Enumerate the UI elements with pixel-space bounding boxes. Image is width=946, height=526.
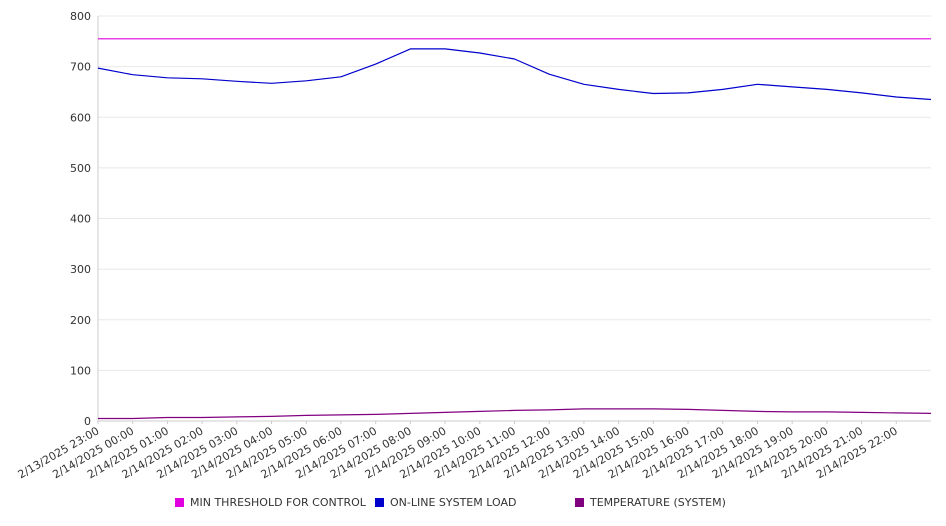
x-tick-labels: 2/13/2025 23:002/14/2025 00:002/14/2025 … <box>16 424 900 481</box>
y-tick-label: 400 <box>70 213 91 226</box>
legend-swatch <box>175 498 184 507</box>
legend-item: MIN THRESHOLD FOR CONTROL <box>175 496 366 509</box>
series-line-2 <box>98 408 932 420</box>
y-tick-label: 600 <box>70 111 91 124</box>
chart-legend: MIN THRESHOLD FOR CONTROL ON-LINE SYSTEM … <box>0 496 946 516</box>
series-line-1 <box>97 48 932 101</box>
grid-lines <box>98 15 931 422</box>
legend-label: MIN THRESHOLD FOR CONTROL <box>190 496 366 509</box>
legend-swatch <box>575 498 584 507</box>
y-tick-label: 0 <box>84 415 91 428</box>
y-tick-label: 700 <box>70 61 91 74</box>
legend-item: ON-LINE SYSTEM LOAD <box>375 496 516 509</box>
y-tick-labels: 0 100 200 300 400 500 600 700 800 <box>70 10 91 428</box>
legend-label: ON-LINE SYSTEM LOAD <box>390 496 517 509</box>
series-lines <box>97 38 932 420</box>
y-tick-label: 500 <box>70 162 91 175</box>
legend-label: TEMPERATURE (SYSTEM) <box>590 496 726 509</box>
legend-item: TEMPERATURE (SYSTEM) <box>575 496 726 509</box>
y-tick-label: 200 <box>70 314 91 327</box>
legend-swatch <box>375 498 384 507</box>
axes <box>97 16 931 424</box>
y-tick-label: 300 <box>70 263 91 276</box>
y-tick-label: 800 <box>70 10 91 23</box>
y-tick-label: 100 <box>70 364 91 377</box>
